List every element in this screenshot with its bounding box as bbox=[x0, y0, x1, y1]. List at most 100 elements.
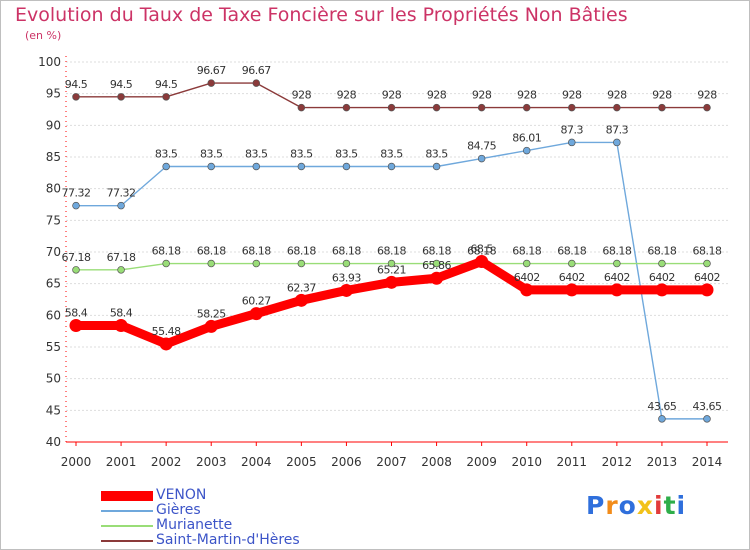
data-label: 68.18 bbox=[647, 245, 676, 258]
data-label: 86.01 bbox=[512, 132, 541, 145]
data-point bbox=[432, 162, 441, 171]
y-tick-label: 85 bbox=[46, 150, 61, 164]
y-tick-label: 90 bbox=[46, 118, 61, 132]
data-label: 68.18 bbox=[422, 245, 451, 258]
x-tick-label: 2009 bbox=[466, 455, 497, 469]
logo-letter: i bbox=[654, 491, 664, 520]
data-point bbox=[249, 307, 263, 321]
data-point bbox=[117, 201, 125, 210]
data-label: 68.5 bbox=[470, 243, 493, 256]
data-label: 928 bbox=[292, 89, 312, 102]
data-point bbox=[658, 103, 666, 112]
logo-letter: r bbox=[605, 491, 619, 520]
data-point bbox=[522, 259, 531, 268]
data-point bbox=[432, 103, 441, 112]
data-point bbox=[387, 162, 396, 171]
data-point bbox=[703, 103, 711, 112]
y-tick-label: 40 bbox=[46, 435, 61, 449]
logo-letter: P bbox=[586, 491, 606, 520]
x-tick-label: 2008 bbox=[421, 455, 452, 469]
data-label: 43.65 bbox=[693, 400, 722, 413]
data-label: 43.65 bbox=[647, 400, 676, 413]
y-tick-label: 70 bbox=[46, 245, 61, 259]
data-label: 83.5 bbox=[425, 148, 448, 161]
data-point bbox=[297, 103, 306, 112]
data-point bbox=[520, 283, 534, 297]
data-point bbox=[207, 259, 215, 268]
data-point bbox=[568, 259, 576, 268]
data-point bbox=[297, 259, 306, 268]
data-label: 928 bbox=[472, 89, 492, 102]
data-label: 928 bbox=[517, 89, 537, 102]
legend-item-saint-martin: Saint-Martin-d'Hères bbox=[101, 533, 300, 548]
data-point bbox=[159, 337, 173, 351]
data-label: 67.18 bbox=[107, 251, 136, 264]
data-point bbox=[700, 283, 714, 297]
data-point bbox=[114, 318, 128, 332]
logo-letter: t bbox=[663, 491, 677, 520]
y-tick-label: 75 bbox=[46, 213, 61, 227]
data-label: 60.27 bbox=[242, 295, 271, 308]
data-label: 62.37 bbox=[287, 281, 316, 294]
data-label: 68.18 bbox=[287, 245, 316, 258]
data-label: 928 bbox=[607, 89, 627, 102]
logo-letter: x bbox=[636, 491, 654, 520]
data-label: 87.3 bbox=[606, 123, 629, 136]
x-tick-label: 2000 bbox=[61, 455, 92, 469]
chart-title: Evolution du Taux de Taxe Foncière sur l… bbox=[15, 4, 628, 26]
data-point bbox=[522, 146, 531, 155]
legend-swatch-venon bbox=[101, 490, 153, 501]
data-point bbox=[162, 259, 170, 268]
data-point bbox=[522, 103, 531, 112]
legend-swatch-saint-martin bbox=[101, 539, 153, 542]
x-tick-label: 2011 bbox=[557, 455, 588, 469]
data-label: 58.4 bbox=[65, 306, 88, 319]
data-label: 6402 bbox=[604, 271, 630, 284]
data-point bbox=[658, 415, 666, 423]
data-label: 83.5 bbox=[290, 148, 313, 161]
data-label: 6402 bbox=[649, 271, 675, 284]
x-tick-label: 2005 bbox=[286, 455, 317, 469]
data-label: 65.21 bbox=[377, 263, 406, 276]
x-tick-label: 2010 bbox=[511, 455, 542, 469]
x-tick-label: 2007 bbox=[376, 455, 407, 469]
data-label: 928 bbox=[382, 89, 402, 102]
data-label: 94.5 bbox=[110, 78, 133, 91]
data-point bbox=[339, 283, 353, 297]
y-axis-unit: (en %) bbox=[25, 29, 62, 42]
legend-swatch-murianette bbox=[101, 524, 153, 527]
data-point bbox=[297, 162, 306, 171]
x-tick-label: 2006 bbox=[331, 455, 362, 469]
proxiti-logo: Proxiti bbox=[586, 491, 686, 520]
legend-item-venon: VENON bbox=[101, 488, 300, 503]
y-tick-label: 55 bbox=[46, 340, 61, 354]
data-label: 68.18 bbox=[152, 245, 181, 258]
data-point bbox=[72, 266, 80, 274]
data-label: 83.5 bbox=[335, 148, 358, 161]
data-label: 68.18 bbox=[242, 245, 271, 258]
data-point bbox=[342, 259, 351, 268]
data-point bbox=[613, 259, 621, 268]
data-label: 83.5 bbox=[245, 148, 268, 161]
data-point bbox=[703, 415, 711, 423]
data-label: 94.5 bbox=[65, 78, 88, 91]
data-label: 96.67 bbox=[242, 64, 271, 77]
data-label: 83.5 bbox=[380, 148, 403, 161]
data-point bbox=[475, 255, 489, 268]
data-label: 928 bbox=[652, 89, 672, 102]
data-label: 65.86 bbox=[422, 259, 451, 272]
legend-item-gieres: Gières bbox=[101, 503, 300, 518]
data-point bbox=[432, 259, 441, 268]
data-point bbox=[703, 259, 711, 268]
data-label: 6402 bbox=[514, 271, 540, 284]
legend-label-saint-martin: Saint-Martin-d'Hères bbox=[156, 532, 300, 548]
data-label: 58.25 bbox=[197, 307, 226, 320]
data-label: 6402 bbox=[559, 271, 585, 284]
legend: VENON Gières Murianette Saint-Martin-d'H… bbox=[101, 488, 300, 548]
data-point bbox=[610, 283, 624, 297]
data-point bbox=[613, 138, 621, 147]
data-point bbox=[385, 275, 398, 289]
data-label: 68.18 bbox=[693, 245, 722, 258]
